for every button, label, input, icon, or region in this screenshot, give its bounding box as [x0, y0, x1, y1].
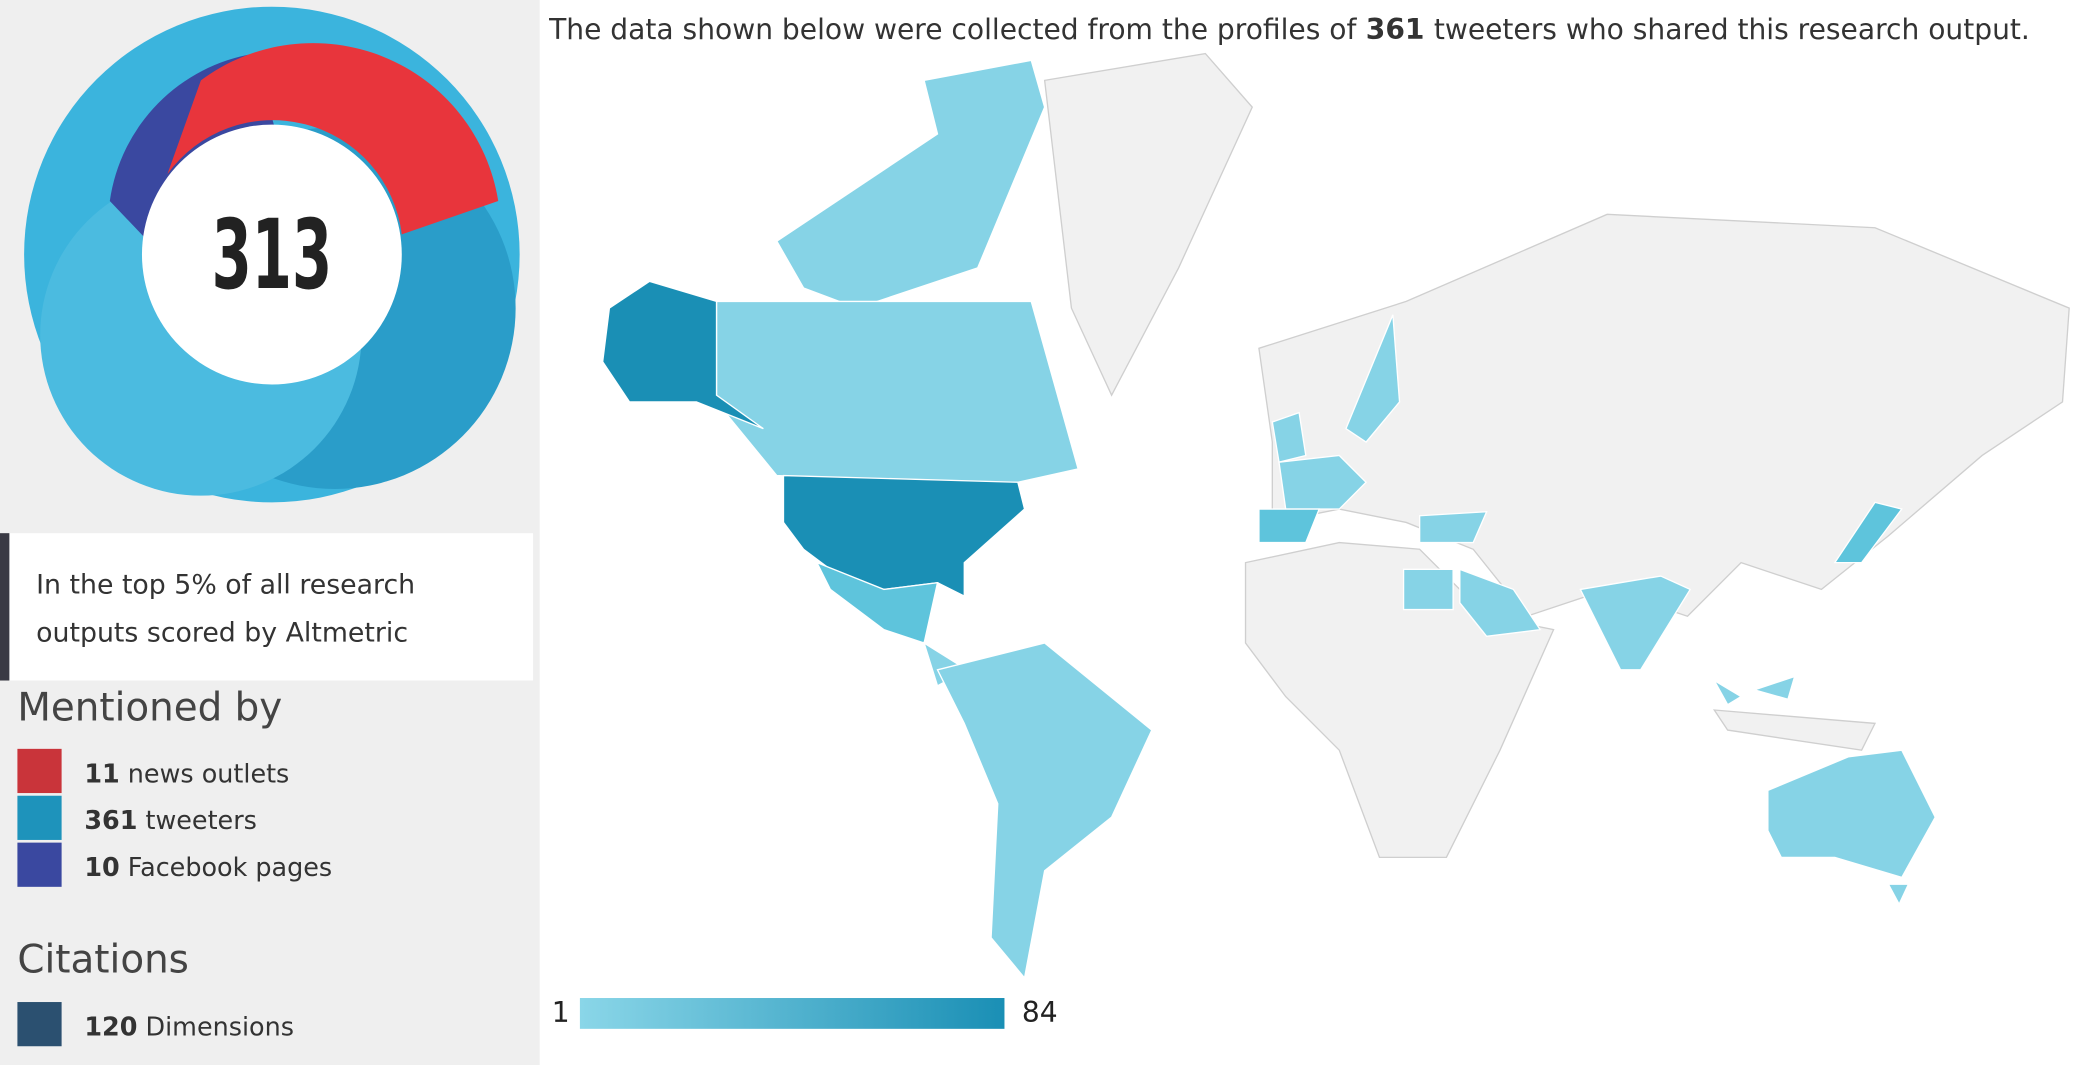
map-caption: The data shown below were collected from… [548, 13, 2030, 46]
score: 313 [212, 198, 333, 311]
country [1258, 508, 1321, 544]
mention-count: 361 [84, 805, 137, 835]
mention-item: 11 news outlets [84, 758, 289, 788]
country [782, 474, 1026, 598]
country [1767, 749, 1937, 879]
donut-news [167, 43, 499, 235]
country [1418, 511, 1488, 544]
legend-swatch [17, 842, 62, 887]
caption-count: 361 [1366, 13, 1425, 46]
mention-label: Dimensions [146, 1012, 294, 1042]
country [1887, 883, 1910, 906]
mention-label: tweeters [146, 805, 257, 835]
world-map [601, 52, 2070, 980]
legend-max: 84 [1022, 996, 1058, 1029]
badge-text: outputs scored by Altmetric [36, 618, 408, 649]
country [1278, 454, 1368, 510]
legend-swatch [17, 1002, 62, 1047]
country [715, 300, 1079, 483]
legend-gradient [579, 998, 1005, 1029]
country [775, 59, 1046, 309]
country [1345, 314, 1401, 443]
legend-swatch [17, 795, 62, 840]
mention-item: 10 Facebook pages [84, 852, 332, 882]
country [1833, 501, 1903, 564]
mention-count: 11 [84, 758, 119, 788]
section-title: Citations [17, 938, 189, 983]
country [1043, 52, 1254, 397]
country [936, 642, 1153, 980]
badge-box [0, 533, 534, 681]
country [1752, 675, 1796, 701]
badge-border [0, 533, 10, 681]
caption-text: The data shown below were collected from… [548, 13, 1357, 46]
country [1579, 575, 1692, 671]
donut: 313 [24, 6, 520, 503]
country [1712, 709, 1877, 751]
country [1712, 678, 1743, 706]
badge-text: In the top 5% of all research [36, 569, 415, 600]
mention-count: 10 [84, 852, 119, 882]
mention-count: 120 [84, 1012, 137, 1042]
country [601, 280, 764, 430]
mention-item: 120 Dimensions [84, 1012, 294, 1042]
mention-item: 361 tweeters [84, 805, 257, 835]
mention-label: Facebook pages [128, 852, 332, 882]
donut-center [141, 124, 402, 385]
legend-swatch [17, 748, 62, 794]
country [1402, 568, 1454, 611]
legend-min: 1 [552, 996, 570, 1029]
country [1271, 411, 1307, 463]
caption-text: tweeters who shared this research output… [1434, 13, 2030, 46]
section-title: Mentioned by [17, 686, 282, 731]
country [1459, 568, 1542, 638]
mention-label: news outlets [128, 758, 290, 788]
